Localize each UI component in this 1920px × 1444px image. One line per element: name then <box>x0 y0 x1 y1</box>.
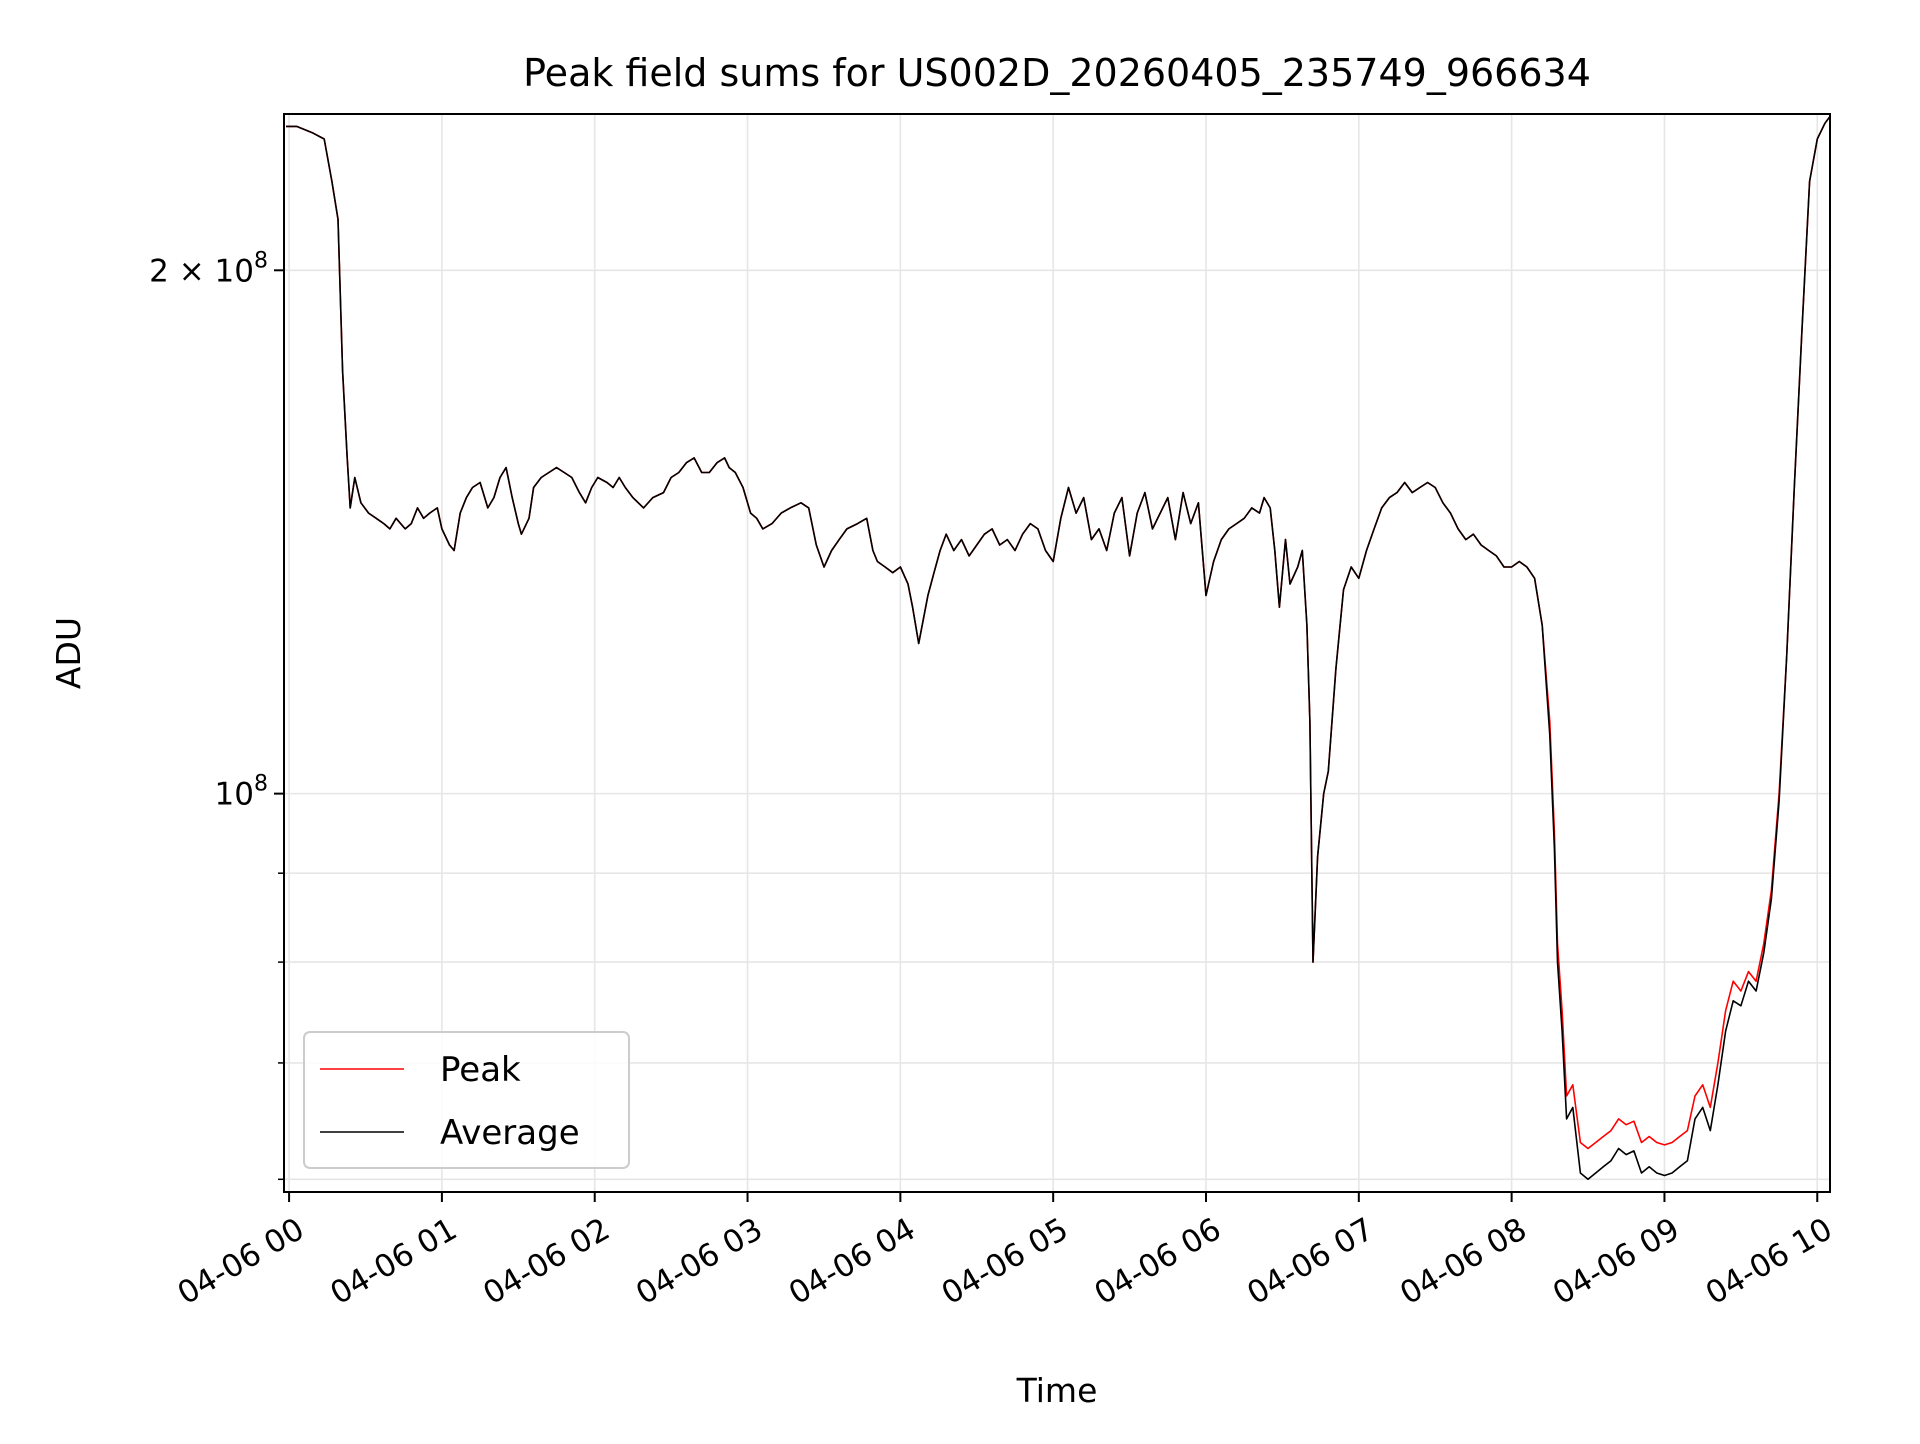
y-axis-label: ADU <box>49 617 88 689</box>
grid-lines <box>284 114 1830 1192</box>
y-tick-label: 108 <box>215 772 268 813</box>
series-line-average <box>286 116 1830 1181</box>
legend-label-average: Average <box>440 1113 580 1153</box>
y-tick-label: 2 × 108 <box>149 248 268 289</box>
plot-frame <box>283 113 1831 1193</box>
series-lines <box>286 116 1830 1181</box>
legend: Peak Average <box>303 1031 630 1169</box>
y-axis-ticks: 2 × 108 108 <box>149 248 284 1181</box>
x-axis-label: Time <box>1016 1371 1098 1410</box>
legend-box <box>303 1031 630 1169</box>
chart-title: Peak field sums for US002D_20260405_2357… <box>523 51 1591 95</box>
legend-label-peak: Peak <box>440 1050 521 1090</box>
